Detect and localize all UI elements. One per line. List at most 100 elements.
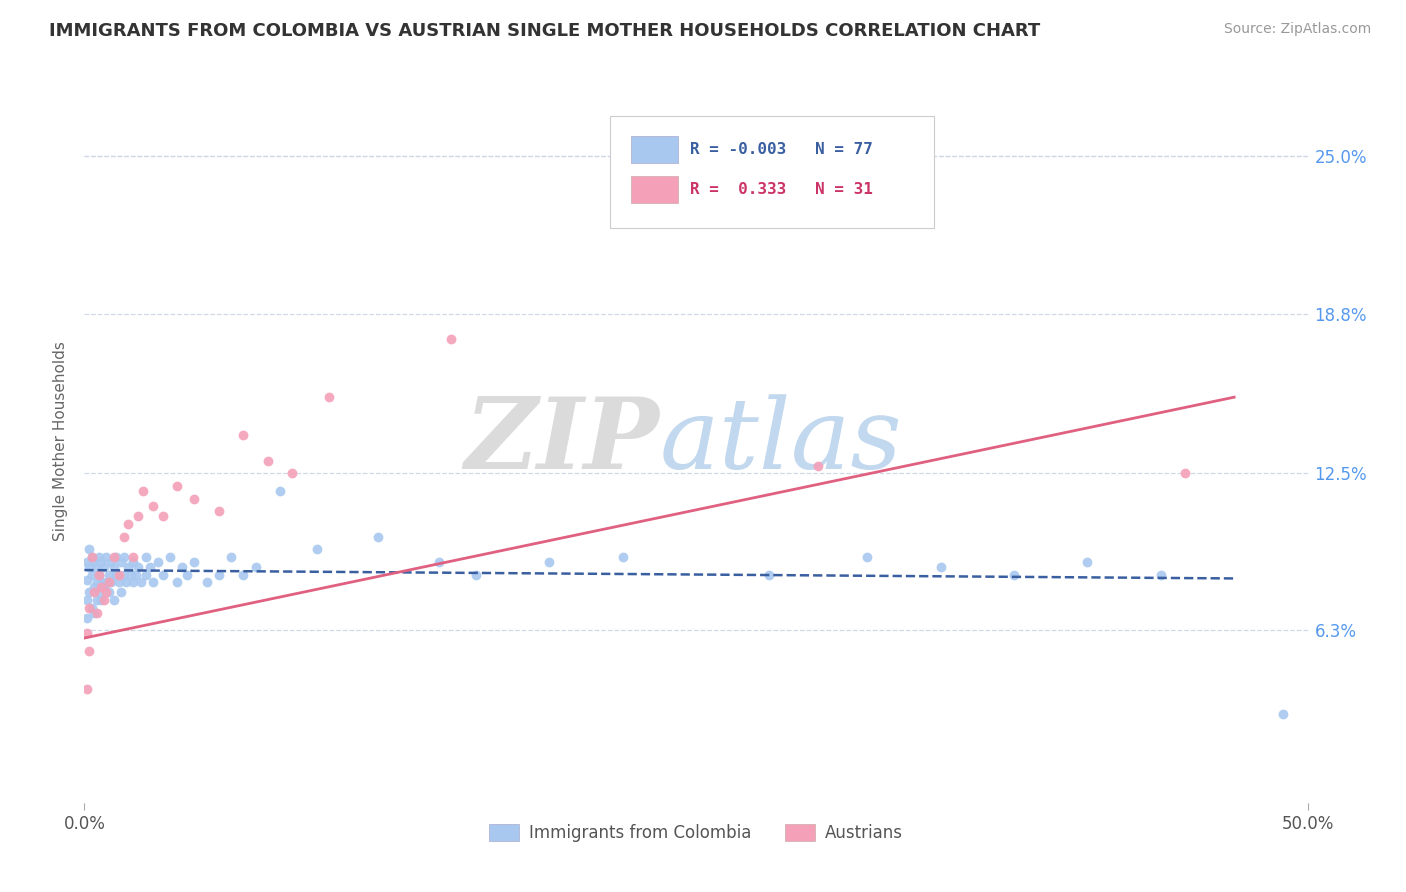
Point bbox=[77, 600, 100, 615]
Point bbox=[856, 549, 879, 564]
Point bbox=[86, 560, 108, 574]
Point bbox=[257, 453, 280, 467]
Point bbox=[80, 549, 103, 564]
FancyBboxPatch shape bbox=[610, 117, 935, 228]
Point bbox=[120, 567, 142, 582]
Point bbox=[166, 575, 188, 590]
Point bbox=[208, 567, 231, 582]
Point bbox=[139, 560, 162, 574]
Point bbox=[146, 555, 169, 569]
Point bbox=[232, 428, 254, 442]
Point bbox=[269, 483, 291, 498]
Point bbox=[127, 509, 149, 524]
Point bbox=[117, 560, 139, 574]
Point bbox=[83, 580, 105, 594]
Point bbox=[103, 593, 125, 607]
Point bbox=[77, 560, 100, 574]
Point bbox=[176, 567, 198, 582]
Point bbox=[115, 575, 138, 590]
Point bbox=[90, 555, 112, 569]
Point bbox=[93, 580, 115, 594]
Point bbox=[105, 567, 128, 582]
Text: R = -0.003   N = 77: R = -0.003 N = 77 bbox=[690, 142, 873, 157]
Y-axis label: Single Mother Households: Single Mother Households bbox=[53, 342, 69, 541]
Point bbox=[367, 530, 389, 544]
Point bbox=[76, 555, 98, 569]
Point bbox=[612, 549, 634, 564]
Point bbox=[76, 626, 98, 640]
Point bbox=[195, 575, 218, 590]
Point bbox=[110, 585, 132, 599]
Point bbox=[219, 549, 242, 564]
Text: IMMIGRANTS FROM COLOMBIA VS AUSTRIAN SINGLE MOTHER HOUSEHOLDS CORRELATION CHART: IMMIGRANTS FROM COLOMBIA VS AUSTRIAN SIN… bbox=[49, 22, 1040, 40]
Point bbox=[83, 585, 105, 599]
Point bbox=[166, 479, 188, 493]
Point bbox=[232, 567, 254, 582]
Point bbox=[183, 555, 205, 569]
Point bbox=[77, 542, 100, 557]
Point bbox=[142, 575, 165, 590]
Point bbox=[122, 549, 145, 564]
Point bbox=[112, 530, 135, 544]
Point bbox=[87, 567, 110, 582]
Point bbox=[1076, 555, 1098, 569]
Point bbox=[80, 567, 103, 582]
Point bbox=[122, 575, 145, 590]
Point bbox=[87, 549, 110, 564]
Point bbox=[125, 567, 148, 582]
Point bbox=[93, 593, 115, 607]
Point bbox=[93, 560, 115, 574]
Point bbox=[142, 499, 165, 513]
Text: atlas: atlas bbox=[659, 394, 903, 489]
Point bbox=[152, 509, 174, 524]
Point bbox=[90, 580, 112, 594]
Point bbox=[76, 681, 98, 696]
Point bbox=[305, 542, 328, 557]
Point bbox=[100, 575, 122, 590]
Point bbox=[172, 560, 194, 574]
Point bbox=[76, 573, 98, 587]
Text: Source: ZipAtlas.com: Source: ZipAtlas.com bbox=[1223, 22, 1371, 37]
Point bbox=[87, 585, 110, 599]
Point bbox=[135, 549, 157, 564]
Point bbox=[758, 567, 780, 582]
Text: R =  0.333   N = 31: R = 0.333 N = 31 bbox=[690, 182, 873, 197]
Point bbox=[440, 332, 463, 346]
Point bbox=[76, 593, 98, 607]
Point bbox=[87, 567, 110, 582]
Point bbox=[90, 593, 112, 607]
Point bbox=[103, 549, 125, 564]
Point bbox=[83, 606, 105, 620]
Point bbox=[100, 555, 122, 569]
Point bbox=[86, 575, 108, 590]
Point bbox=[90, 575, 112, 590]
Legend: Immigrants from Colombia, Austrians: Immigrants from Colombia, Austrians bbox=[482, 817, 910, 848]
Point bbox=[127, 560, 149, 574]
Point bbox=[77, 643, 100, 657]
Point bbox=[159, 549, 181, 564]
Point bbox=[80, 549, 103, 564]
Point bbox=[96, 575, 118, 590]
Point bbox=[86, 606, 108, 620]
Point bbox=[83, 555, 105, 569]
Point bbox=[132, 483, 155, 498]
Point bbox=[538, 555, 561, 569]
Point bbox=[97, 585, 120, 599]
Point bbox=[129, 575, 152, 590]
Text: ZIP: ZIP bbox=[464, 393, 659, 490]
Point bbox=[464, 567, 486, 582]
Point bbox=[1150, 567, 1173, 582]
Point bbox=[929, 560, 952, 574]
Point bbox=[1002, 567, 1025, 582]
Point bbox=[208, 504, 231, 518]
Point bbox=[107, 567, 129, 582]
Point bbox=[112, 549, 135, 564]
Point bbox=[117, 516, 139, 531]
Point bbox=[135, 567, 157, 582]
Point bbox=[76, 611, 98, 625]
Point bbox=[96, 549, 118, 564]
Point bbox=[152, 567, 174, 582]
Point bbox=[97, 575, 120, 590]
Point bbox=[105, 549, 128, 564]
Point bbox=[110, 555, 132, 569]
